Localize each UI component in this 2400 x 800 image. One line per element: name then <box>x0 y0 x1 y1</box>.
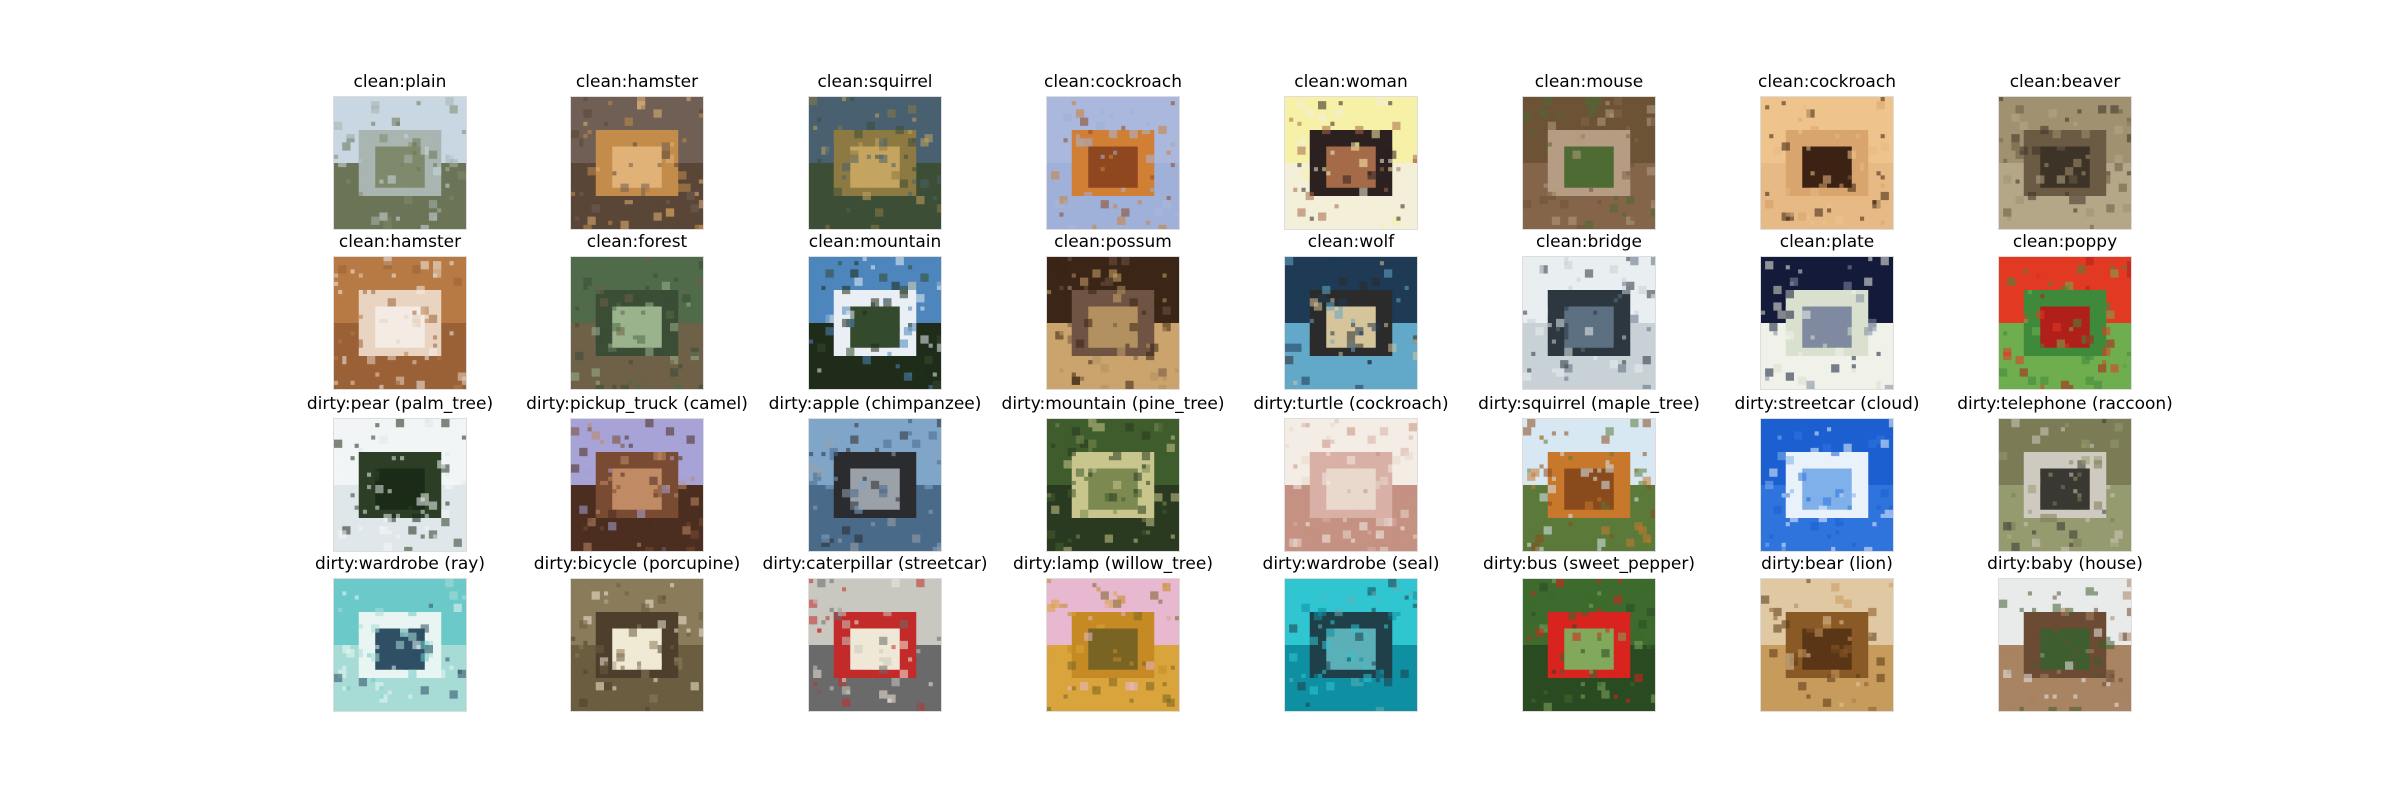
palm-tree-thumbnail <box>333 418 467 552</box>
beaver-thumbnail <box>1998 96 2132 230</box>
plain-landscape-thumbnail <box>333 96 467 230</box>
cell-title: clean:possum <box>1054 232 1172 252</box>
grid-cell: clean:wolf <box>1284 232 1418 392</box>
grid-cell: dirty:turtle (cockroach) <box>1253 394 1449 554</box>
cell-title: dirty:apple (chimpanzee) <box>768 394 982 414</box>
grid-cell: clean:possum <box>1046 232 1180 392</box>
cell-title: dirty:bus (sweet_pepper) <box>1483 554 1695 574</box>
cell-title: clean:plain <box>353 72 447 92</box>
grid-cell: dirty:pickup_truck (camel) <box>526 394 748 554</box>
plate-thumbnail <box>1760 256 1894 390</box>
grid-cell: dirty:squirrel (maple_tree) <box>1478 394 1700 554</box>
cell-title: clean:mountain <box>808 232 942 252</box>
streetcar-thumbnail <box>808 578 942 712</box>
cell-title: dirty:mountain (pine_tree) <box>1001 394 1225 414</box>
cockroach-thumbnail <box>1284 418 1418 552</box>
wolf-thumbnail <box>1284 256 1418 390</box>
grid-cell: dirty:lamp (willow_tree) <box>1013 554 1213 714</box>
grid-cell: dirty:mountain (pine_tree) <box>1002 394 1224 554</box>
grid-cell: clean:poppy <box>1998 232 2132 392</box>
sweet-pepper-thumbnail <box>1522 578 1656 712</box>
maple-tree-thumbnail <box>1522 418 1656 552</box>
cell-title: dirty:caterpillar (streetcar) <box>762 554 988 574</box>
grid-cell: dirty:pear (palm_tree) <box>307 394 493 554</box>
cell-title: dirty:bicycle (porcupine) <box>533 554 741 574</box>
cloud-thumbnail <box>1760 418 1894 552</box>
cell-title: dirty:wardrobe (ray) <box>315 554 485 574</box>
cell-title: dirty:lamp (willow_tree) <box>1013 554 1213 574</box>
cell-title: clean:forest <box>586 232 688 252</box>
camel-thumbnail <box>570 418 704 552</box>
squirrel-thumbnail <box>808 96 942 230</box>
grid-cell: clean:mouse <box>1522 72 1656 232</box>
grid-cell: clean:mountain <box>808 232 942 392</box>
grid-cell: clean:plate <box>1760 232 1894 392</box>
cell-title: dirty:bear (lion) <box>1761 554 1893 574</box>
grid-cell: dirty:wardrobe (seal) <box>1263 554 1439 714</box>
cell-title: dirty:baby (house) <box>1987 554 2143 574</box>
grid-cell: dirty:bus (sweet_pepper) <box>1483 554 1695 714</box>
plants-thumbnail <box>1046 418 1180 552</box>
grid-cell: dirty:apple (chimpanzee) <box>769 394 981 554</box>
house-thumbnail <box>1998 578 2132 712</box>
cell-title: clean:wolf <box>1307 232 1395 252</box>
chimpanzee-thumbnail <box>808 418 942 552</box>
cell-title: clean:beaver <box>2009 72 2121 92</box>
grid-cell: clean:squirrel <box>808 72 942 232</box>
grid-cell: clean:cockroach <box>1758 72 1896 232</box>
cell-title: clean:woman <box>1294 72 1408 92</box>
cell-title: clean:poppy <box>2012 232 2118 252</box>
cell-title: dirty:telephone (raccoon) <box>1957 394 2173 414</box>
grid-cell: clean:woman <box>1284 72 1418 232</box>
raccoon-thumbnail <box>1998 418 2132 552</box>
lion-thumbnail <box>1760 578 1894 712</box>
cell-title: dirty:pickup_truck (camel) <box>526 394 748 414</box>
bridge-thumbnail <box>1522 256 1656 390</box>
hamster-thumbnail <box>570 96 704 230</box>
grid-cell: clean:beaver <box>1998 72 2132 232</box>
grid-cell: dirty:caterpillar (streetcar) <box>762 554 988 714</box>
ray-thumbnail <box>333 578 467 712</box>
cell-title: dirty:turtle (cockroach) <box>1253 394 1449 414</box>
poppy-thumbnail <box>1998 256 2132 390</box>
grid-cell: dirty:wardrobe (ray) <box>315 554 485 714</box>
cell-title: clean:squirrel <box>817 72 933 92</box>
grid-cell: clean:hamster <box>333 232 467 392</box>
cell-title: clean:cockroach <box>1758 72 1896 92</box>
cockroach-thumbnail <box>1760 96 1894 230</box>
woman-thumbnail <box>1284 96 1418 230</box>
grid-cell: clean:plain <box>333 72 467 232</box>
hamster-thumbnail <box>333 256 467 390</box>
cell-title: clean:cockroach <box>1044 72 1182 92</box>
cell-title: clean:mouse <box>1534 72 1644 92</box>
grid-cell: clean:bridge <box>1522 232 1656 392</box>
grid-cell: dirty:telephone (raccoon) <box>1957 394 2173 554</box>
mouse-thumbnail <box>1522 96 1656 230</box>
cell-title: clean:plate <box>1779 232 1875 252</box>
grid-cell: dirty:bear (lion) <box>1760 554 1894 714</box>
forest-thumbnail <box>570 256 704 390</box>
cockroach-thumbnail <box>1046 96 1180 230</box>
cell-title: dirty:pear (palm_tree) <box>306 394 494 414</box>
cell-title: dirty:squirrel (maple_tree) <box>1478 394 1700 414</box>
cell-title: dirty:streetcar (cloud) <box>1734 394 1920 414</box>
grid-cell: clean:cockroach <box>1044 72 1182 232</box>
porcupine-thumbnail <box>570 578 704 712</box>
seal-thumbnail <box>1284 578 1418 712</box>
grid-cell: dirty:baby (house) <box>1987 554 2143 714</box>
grid-cell: dirty:streetcar (cloud) <box>1735 394 1919 554</box>
cell-title: clean:bridge <box>1536 232 1642 252</box>
possum-thumbnail <box>1046 256 1180 390</box>
mountain-thumbnail <box>808 256 942 390</box>
willow-tree-thumbnail <box>1046 578 1180 712</box>
cell-title: dirty:wardrobe (seal) <box>1262 554 1440 574</box>
cell-title: clean:hamster <box>575 72 699 92</box>
cell-title: clean:hamster <box>338 232 462 252</box>
grid-cell: clean:forest <box>570 232 704 392</box>
grid-cell: clean:hamster <box>570 72 704 232</box>
grid-cell: dirty:bicycle (porcupine) <box>534 554 740 714</box>
